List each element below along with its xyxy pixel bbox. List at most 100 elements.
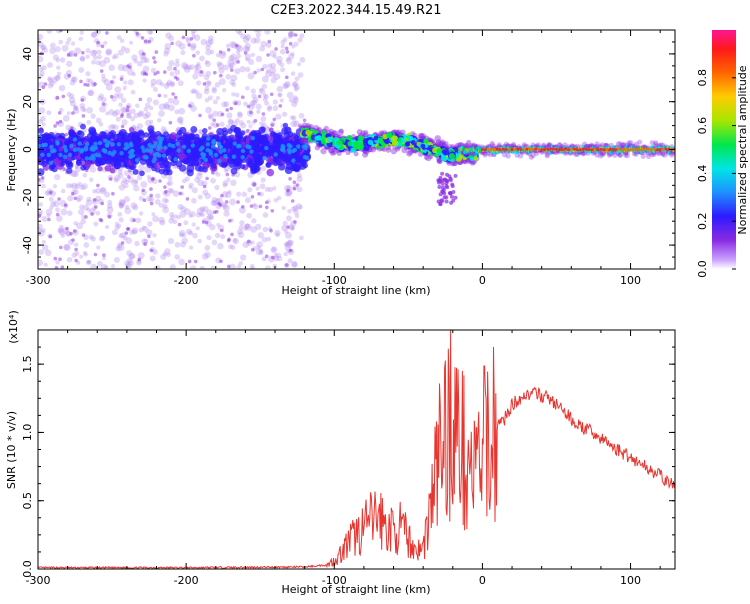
spectrogram-cell — [179, 211, 186, 218]
spectrogram-cell — [91, 60, 96, 65]
spectrogram-cell — [140, 181, 147, 188]
spectrogram-cell — [505, 148, 508, 151]
spectrogram-cell — [54, 257, 58, 261]
spectrogram-cell — [196, 173, 203, 180]
spectrogram-cell — [217, 159, 221, 163]
spectrogram-cell — [119, 199, 126, 206]
spectrogram-cell — [204, 245, 210, 251]
spectrogram-cell — [182, 233, 186, 237]
spectrogram-cell — [617, 148, 620, 151]
spectrogram-cell — [582, 148, 585, 151]
spectrogram-cell — [441, 186, 445, 190]
spectrogram-cell — [203, 82, 207, 86]
spectrogram-cell — [85, 142, 89, 146]
spectrogram-cell — [253, 183, 257, 187]
spectrogram-cell — [143, 66, 150, 73]
spectrogram-cell — [287, 143, 291, 147]
spectrogram-cell — [41, 176, 45, 180]
spectrogram-cell — [644, 148, 647, 151]
spectrogram-cell — [81, 51, 85, 55]
spectrogram-cell — [67, 257, 72, 262]
spectrogram-cell — [141, 189, 145, 193]
spectrogram-cell — [66, 167, 72, 173]
spectrogram-cell — [296, 203, 303, 210]
spectrogram-cell — [573, 148, 576, 151]
spectrogram-cell — [117, 142, 121, 146]
spectrogram-cell — [64, 244, 71, 251]
spectrogram-cell — [200, 70, 204, 74]
spectrogram-cell — [143, 155, 147, 159]
spectrogram-cell — [620, 148, 623, 151]
spectrogram-cell — [49, 145, 53, 149]
spectrogram-cell — [168, 238, 174, 244]
spectrogram-cell — [128, 79, 134, 85]
spectrogram-cell — [126, 105, 130, 109]
spectrogram-cell — [236, 60, 240, 64]
spectrogram-cell — [236, 144, 240, 148]
spectrogram-cell — [67, 210, 73, 216]
spectrogram-cell — [47, 153, 51, 157]
spectrogram-cell — [303, 146, 307, 150]
spectrogram-cell — [136, 218, 142, 224]
spectrogram-cell — [292, 97, 298, 103]
spectrogram-cell — [170, 81, 175, 86]
spectrogram-cell — [121, 241, 125, 245]
spectrogram-cell — [63, 155, 67, 159]
spectrogram-cell — [198, 114, 202, 118]
spectrogram-cell — [63, 145, 67, 149]
spectrogram-cell — [49, 235, 53, 239]
spectrogram-cell — [178, 259, 185, 266]
spectrogram-cell — [48, 78, 53, 83]
spectrogram-cell — [109, 177, 113, 181]
spectrogram-cell — [105, 111, 109, 115]
spectrogram-cell — [401, 138, 406, 143]
spectrogram-cell — [265, 201, 269, 205]
spectrogram-cell — [197, 239, 202, 244]
spectrogram-cell — [293, 181, 297, 185]
spectrogram-cell — [191, 198, 197, 204]
spectrogram-cell — [158, 159, 164, 165]
spectrogram-cell — [235, 118, 240, 123]
spectrogram-cell — [241, 205, 245, 209]
spectrogram-cell — [96, 118, 102, 124]
spectrogram-cell — [138, 258, 142, 262]
spectrogram-cell — [251, 163, 258, 170]
spectrogram-cell — [493, 148, 496, 151]
spectrogram-cell — [188, 104, 192, 108]
spectrogram-cell — [93, 82, 97, 86]
spectrogram-cell — [641, 148, 644, 151]
spectrogram-cell — [151, 212, 155, 216]
spectrogram-cell — [167, 176, 172, 181]
spectrogram-xtick-label: 0 — [479, 274, 486, 287]
spectrogram-cell — [213, 71, 217, 75]
spectrogram-cell — [441, 179, 445, 183]
spectrogram-cell — [168, 98, 174, 104]
spectrogram-cell — [626, 148, 629, 151]
spectrogram-cell — [296, 144, 300, 148]
spectrogram-cell — [141, 36, 145, 40]
spectrogram-cell — [174, 157, 178, 161]
spectrogram-cell — [289, 249, 293, 253]
spectrogram-cell — [117, 212, 122, 217]
spectrogram-cell — [55, 260, 59, 264]
spectrogram-cell — [445, 200, 449, 204]
spectrogram-cell — [163, 169, 170, 176]
spectrogram-cell — [558, 148, 561, 151]
spectrogram-cell — [280, 98, 284, 102]
spectrogram-cell — [296, 183, 300, 187]
spectrogram-cell — [72, 253, 77, 258]
spectrogram-cell — [66, 183, 71, 188]
spectrogram-cell — [353, 141, 360, 148]
spectrogram-cell — [62, 95, 66, 99]
spectrogram-cell — [71, 192, 75, 196]
spectrogram-cell — [190, 126, 197, 133]
spectrogram-cell — [171, 92, 175, 96]
spectrogram-cell — [163, 102, 169, 108]
spectrogram-cell — [71, 238, 75, 242]
spectrogram-cell — [546, 148, 549, 151]
spectrogram-cell — [105, 225, 109, 229]
spectrogram-cell — [66, 61, 72, 67]
spectrogram-cell — [284, 83, 290, 89]
spectrogram-cell — [293, 220, 297, 224]
spectrogram-cell — [297, 62, 301, 66]
